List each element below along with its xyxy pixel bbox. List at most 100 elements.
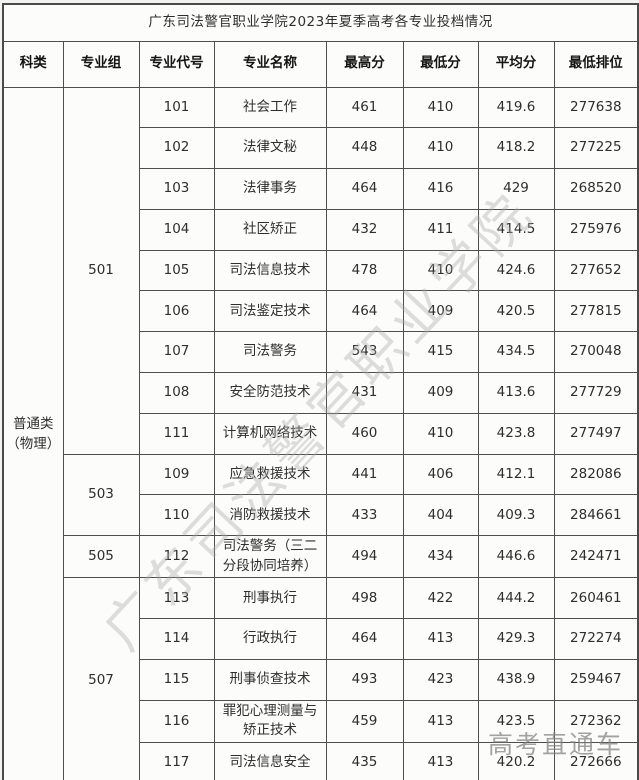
category-line1: 普通类 (13, 416, 54, 433)
rank-lowest: 272362 (553, 699, 639, 743)
score-avg: 409.3 (477, 494, 555, 537)
col-header-max-score: 最高分 (325, 40, 404, 88)
score-min: 413 (402, 618, 479, 660)
score-min: 434 (402, 535, 479, 579)
score-min: 410 (402, 127, 479, 170)
page-title: 广东司法警官职业学院2023年夏季高考各专业投档情况 (2, 3, 639, 42)
category-cell: 普通类 （物理） (2, 86, 64, 780)
major-code: 106 (138, 290, 215, 333)
score-avg: 414.5 (477, 208, 555, 251)
score-max: 441 (325, 453, 404, 496)
major-code: 115 (138, 658, 215, 701)
score-max: 478 (325, 249, 404, 292)
score-avg: 424.6 (477, 249, 555, 292)
table-row: 104 社区矫正 432 411 414.5 275976 (3, 208, 639, 251)
col-header-category: 科类 (2, 40, 64, 88)
major-name: 刑事侦查技术 (213, 658, 327, 701)
table-row: 103 法律事务 464 416 429 268520 (3, 168, 639, 210)
group-cell-501: 501 (62, 86, 140, 455)
table-row: 114 行政执行 464 413 429.3 272274 (3, 618, 639, 660)
group-cell-503: 503 (62, 453, 140, 537)
major-code: 102 (138, 127, 215, 170)
major-name: 司法鉴定技术 (213, 290, 327, 333)
rank-lowest: 284661 (553, 494, 639, 537)
major-code: 112 (138, 535, 215, 579)
table-row: 117 司法信息安全 435 413 420.2 272666 (3, 741, 639, 780)
rank-lowest: 277638 (553, 86, 639, 129)
major-code: 114 (138, 618, 215, 660)
header-row: 科类 专业组 专业代号 专业名称 最高分 最低分 平均分 最低排位 (2, 40, 639, 88)
rank-lowest: 272274 (553, 618, 639, 660)
col-header-min-score: 最低分 (402, 40, 479, 88)
score-max: 493 (325, 658, 404, 701)
major-name: 法律文秘 (213, 127, 327, 170)
major-code: 105 (138, 249, 215, 292)
rank-lowest: 277729 (553, 372, 639, 414)
major-name: 司法警务（三二分段协同培养） (213, 535, 327, 579)
score-min: 409 (402, 290, 479, 333)
major-name: 行政执行 (213, 618, 327, 660)
rank-lowest: 242471 (553, 535, 639, 579)
table-row: 116 罪犯心理测量与矫正技术 459 413 423.5 272362 (3, 699, 639, 743)
table-row: 108 安全防范技术 431 409 413.6 277729 (3, 372, 639, 414)
table-row: 106 司法鉴定技术 464 409 420.5 277815 (3, 290, 639, 333)
score-avg: 419.6 (477, 86, 555, 129)
score-avg: 434.5 (477, 331, 555, 374)
score-max: 464 (325, 618, 404, 660)
score-min: 415 (402, 331, 479, 374)
score-max: 460 (325, 412, 404, 455)
group-cell-507: 507 (62, 577, 140, 780)
col-header-group: 专业组 (62, 40, 140, 88)
major-code: 101 (138, 86, 215, 129)
major-name: 罪犯心理测量与矫正技术 (213, 699, 327, 743)
score-max: 461 (325, 86, 404, 129)
table-row: 105 司法信息技术 478 410 424.6 277652 (3, 249, 639, 292)
major-name: 司法信息技术 (213, 249, 327, 292)
major-code: 116 (138, 699, 215, 743)
score-avg: 420.5 (477, 290, 555, 333)
title-row: 广东司法警官职业学院2023年夏季高考各专业投档情况 (2, 3, 639, 42)
score-min: 409 (402, 372, 479, 414)
major-code: 111 (138, 412, 215, 455)
rank-lowest: 282086 (553, 453, 639, 496)
score-avg: 420.2 (477, 741, 555, 780)
major-name: 司法信息安全 (213, 741, 327, 780)
major-name: 司法警务 (213, 331, 327, 374)
table-row: 505 112 司法警务（三二分段协同培养） 494 434 446.6 242… (3, 535, 639, 579)
score-max: 498 (325, 577, 404, 620)
score-avg: 438.9 (477, 658, 555, 701)
score-min: 413 (402, 699, 479, 743)
score-max: 431 (325, 372, 404, 414)
major-name: 计算机网络技术 (213, 412, 327, 455)
major-code: 109 (138, 453, 215, 496)
col-header-major-name: 专业名称 (213, 40, 327, 88)
rank-lowest: 260461 (553, 577, 639, 620)
score-avg: 429 (477, 168, 555, 210)
rank-lowest: 270048 (553, 331, 639, 374)
admission-score-table: 广东司法警官职业学院2023年夏季高考各专业投档情况 科类 专业组 专业代号 专… (2, 3, 639, 780)
col-header-avg-score: 平均分 (477, 40, 555, 88)
col-header-code: 专业代号 (138, 40, 215, 88)
major-name: 社会工作 (213, 86, 327, 129)
score-max: 543 (325, 331, 404, 374)
score-max: 464 (325, 168, 404, 210)
score-min: 416 (402, 168, 479, 210)
score-avg: 446.6 (477, 535, 555, 579)
score-min: 406 (402, 453, 479, 496)
major-name: 社区矫正 (213, 208, 327, 251)
score-max: 494 (325, 535, 404, 579)
major-code: 113 (138, 577, 215, 620)
score-avg: 423.5 (477, 699, 555, 743)
rank-lowest: 277497 (553, 412, 639, 455)
major-name: 法律事务 (213, 168, 327, 210)
category-line2: （物理） (6, 435, 61, 452)
score-min: 413 (402, 741, 479, 780)
rank-lowest: 277815 (553, 290, 639, 333)
score-max: 459 (325, 699, 404, 743)
score-min: 423 (402, 658, 479, 701)
rank-lowest: 259467 (553, 658, 639, 701)
rank-lowest: 277225 (553, 127, 639, 170)
major-code: 107 (138, 331, 215, 374)
score-avg: 429.3 (477, 618, 555, 660)
